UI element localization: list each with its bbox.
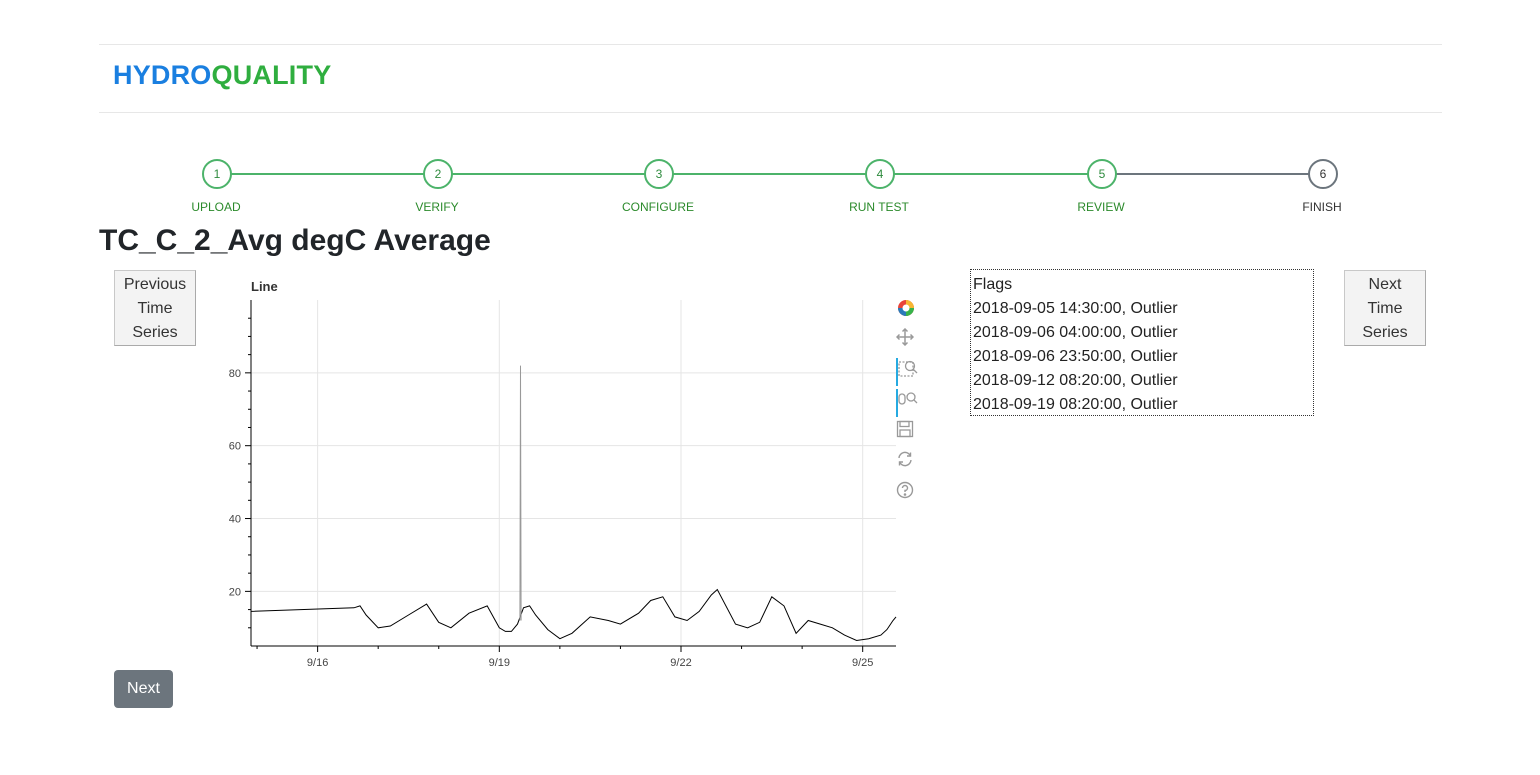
save-icon[interactable] xyxy=(896,420,926,448)
step-2-circle[interactable]: 2 xyxy=(423,159,453,189)
reset-icon[interactable] xyxy=(896,450,926,478)
page-title: TC_C_2_Avg degC Average xyxy=(99,224,491,257)
step-4-circle[interactable]: 4 xyxy=(865,159,895,189)
previous-time-series-word: Series xyxy=(132,324,178,341)
step-6-circle[interactable]: 6 xyxy=(1308,159,1338,189)
next-time-series-word: Time xyxy=(1367,300,1403,317)
flag-item[interactable]: 2018-09-06 04:00:00, Outlier xyxy=(973,324,1178,341)
step-4-label: RUN TEST xyxy=(849,200,909,214)
flag-item[interactable]: 2018-09-06 23:50:00, Outlier xyxy=(973,348,1178,365)
x-tick-label: 9/19 xyxy=(489,657,510,669)
chart-svg[interactable]: Line 20 40 60 80 9/16 9/19 9/22 9/25 xyxy=(200,270,940,670)
previous-time-series-word: Time xyxy=(137,300,173,317)
line-chart[interactable]: Line 20 40 60 80 9/16 9/19 9/22 9/25 xyxy=(200,270,940,670)
wheel-zoom-icon[interactable] xyxy=(896,389,926,417)
next-button[interactable]: Next xyxy=(114,670,173,708)
box-zoom-icon[interactable] xyxy=(896,358,926,386)
flag-item[interactable]: 2018-09-05 14:30:00, Outlier xyxy=(973,300,1178,317)
bokeh-logo-icon[interactable] xyxy=(896,298,926,326)
next-time-series-word: Next xyxy=(1368,276,1402,293)
y-tick-label: 20 xyxy=(229,586,241,598)
flags-header: Flags xyxy=(973,276,1013,293)
step-3-circle[interactable]: 3 xyxy=(644,159,674,189)
brand-logo[interactable]: HYDROQUALITY xyxy=(113,60,331,91)
previous-time-series-word: Previous xyxy=(123,276,187,293)
pan-icon[interactable] xyxy=(896,328,926,356)
previous-time-series-button[interactable]: Previous Time Series xyxy=(114,270,196,346)
next-time-series-button[interactable]: Next Time Series xyxy=(1344,270,1426,346)
flags-list[interactable]: Flags 2018-09-05 14:30:00, Outlier 2018-… xyxy=(970,269,1314,416)
spike-series-line xyxy=(519,365,522,621)
step-1-label: UPLOAD xyxy=(191,200,241,214)
y-tick-label: 40 xyxy=(229,514,241,526)
chart-grid xyxy=(251,300,896,646)
y-tick-label: 80 xyxy=(229,368,241,380)
main-series-line xyxy=(250,588,897,642)
chart-data-layer xyxy=(250,365,897,642)
step-5-label: REVIEW xyxy=(1077,200,1125,214)
progress-stepper: 1 UPLOAD 2 VERIFY 3 CONFIGURE 4 RUN TEST… xyxy=(0,158,1540,218)
step-6-label: FINISH xyxy=(1302,200,1342,214)
chart-toolbar xyxy=(896,298,926,528)
step-5-circle[interactable]: 5 xyxy=(1087,159,1117,189)
stepper-line-pending xyxy=(1101,173,1322,175)
brand-part-2: QUALITY xyxy=(211,60,332,90)
step-1-circle[interactable]: 1 xyxy=(202,159,232,189)
brand-part-1: HYDRO xyxy=(113,60,212,90)
chart-axes: 20 40 60 80 9/16 9/19 9/22 9/25 xyxy=(229,300,896,669)
x-tick-label: 9/25 xyxy=(852,657,873,669)
next-time-series-word: Series xyxy=(1362,324,1408,341)
flag-item[interactable]: 2018-09-19 08:20:00, Outlier xyxy=(973,396,1178,413)
step-3-label: CONFIGURE xyxy=(622,200,694,214)
x-tick-label: 9/16 xyxy=(307,657,328,669)
x-tick-label: 9/22 xyxy=(670,657,691,669)
flag-item[interactable]: 2018-09-12 08:20:00, Outlier xyxy=(973,372,1178,389)
help-icon[interactable] xyxy=(896,481,926,509)
step-2-label: VERIFY xyxy=(415,200,459,214)
y-tick-label: 60 xyxy=(229,441,241,453)
header: HYDROQUALITY xyxy=(99,44,1442,113)
chart-title: Line xyxy=(251,279,278,294)
